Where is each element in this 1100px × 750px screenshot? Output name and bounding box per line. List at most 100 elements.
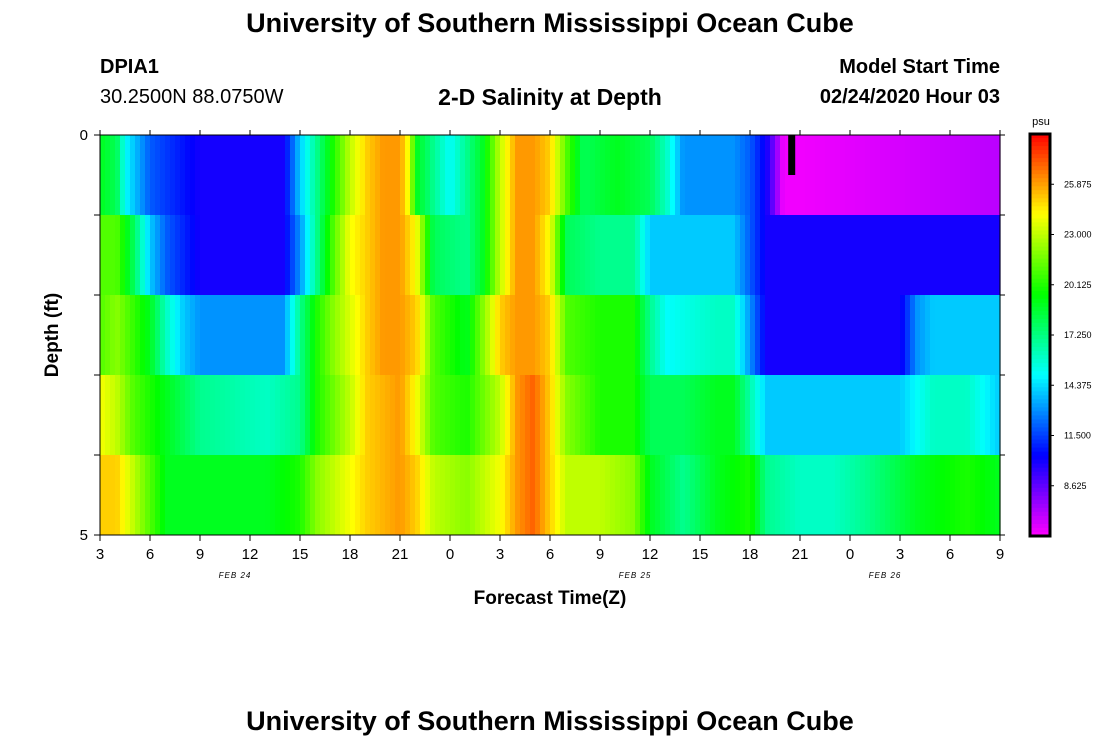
heatmap-cell	[785, 135, 791, 215]
colorbar-segment	[1030, 375, 1050, 380]
heatmap-cell	[385, 215, 391, 295]
heatmap-cell	[645, 375, 651, 455]
heatmap-cell	[810, 295, 816, 375]
heatmap-cell	[330, 375, 336, 455]
heatmap-cell	[395, 215, 401, 295]
heatmap-cell	[460, 375, 466, 455]
heatmap-cell	[120, 135, 126, 215]
heatmap-cell	[935, 135, 941, 215]
heatmap-cell	[575, 215, 581, 295]
heatmap-cell	[710, 135, 716, 215]
colorbar-segment	[1030, 511, 1050, 517]
heatmap-cell	[460, 135, 466, 215]
heatmap-cell	[775, 135, 781, 215]
heatmap-cell	[260, 215, 266, 295]
heatmap-cell	[705, 295, 711, 375]
heatmap-cell	[955, 295, 961, 375]
heatmap-cell	[505, 375, 511, 455]
heatmap-cell	[835, 295, 841, 375]
heatmap-cell	[775, 455, 781, 535]
colorbar-segment	[1030, 363, 1050, 368]
heatmap-cell	[145, 375, 151, 455]
heatmap-cell	[610, 375, 616, 455]
heatmap-markers	[788, 135, 796, 175]
heatmap-cell	[260, 455, 266, 535]
heatmap-cell	[785, 375, 791, 455]
heatmap-cell	[895, 295, 901, 375]
heatmap-cell	[530, 375, 536, 455]
heatmap-cell	[730, 215, 736, 295]
heatmap-cell	[430, 375, 436, 455]
heatmap-cell	[495, 135, 501, 215]
heatmap-cell	[730, 375, 736, 455]
heatmap-cell	[930, 215, 936, 295]
heatmap-cell	[890, 375, 896, 455]
y-axis: 05	[80, 127, 1005, 544]
heatmap-cell	[430, 295, 436, 375]
heatmap-cell	[830, 135, 836, 215]
heatmap-cell	[860, 135, 866, 215]
heatmap-cell	[710, 295, 716, 375]
heatmap-cell	[370, 215, 376, 295]
heatmap-cell	[585, 135, 591, 215]
heatmap-cell	[405, 375, 411, 455]
heatmap-cell	[455, 375, 461, 455]
heatmap-cell	[665, 295, 671, 375]
heatmap-cell	[180, 375, 186, 455]
heatmap-cell	[760, 375, 766, 455]
heatmap-cell	[880, 215, 886, 295]
heatmap-cell	[810, 375, 816, 455]
heatmap-cell	[325, 455, 331, 535]
heatmap-cell	[185, 295, 191, 375]
heatmap-cell	[310, 455, 316, 535]
heatmap-cell	[640, 375, 646, 455]
heatmap-cell	[615, 455, 621, 535]
heatmap-cell	[755, 135, 761, 215]
heatmap-cell	[490, 455, 496, 535]
colorbar-segment	[1030, 399, 1050, 404]
heatmap-cell	[225, 295, 231, 375]
heatmap-cell	[300, 215, 306, 295]
heatmap-cell	[105, 215, 111, 295]
heatmap-cell	[770, 135, 776, 215]
heatmap-cell	[410, 455, 416, 535]
heatmap-cell	[775, 295, 781, 375]
heatmap-cell	[800, 215, 806, 295]
heatmap-cell	[485, 215, 491, 295]
station-coordinates: 30.2500N 88.0750W	[100, 86, 284, 108]
colorbar-segment	[1030, 290, 1050, 296]
heatmap-cell	[575, 375, 581, 455]
heatmap-cell	[840, 215, 846, 295]
heatmap-cell	[910, 455, 916, 535]
heatmap-cell	[600, 295, 606, 375]
heatmap-cell	[280, 135, 286, 215]
heatmap-cell	[890, 135, 896, 215]
heatmap-cell	[365, 455, 371, 535]
heatmap-cell	[210, 455, 216, 535]
heatmap-cell	[115, 375, 121, 455]
heatmap-cell	[900, 135, 906, 215]
heatmap-cell	[940, 455, 946, 535]
heatmap-cell	[205, 295, 211, 375]
heatmap-cell	[260, 375, 266, 455]
colorbar-segment	[1030, 343, 1050, 348]
heatmap-cell	[390, 375, 396, 455]
heatmap-cell	[595, 375, 601, 455]
heatmap-cell	[305, 455, 311, 535]
heatmap-cell	[835, 215, 841, 295]
heatmap-cell	[640, 215, 646, 295]
heatmap-cell	[655, 375, 661, 455]
heatmap-cell	[815, 375, 821, 455]
heatmap-cell	[535, 295, 541, 375]
heatmap-cell	[335, 375, 341, 455]
heatmap-cell	[985, 455, 991, 535]
heatmap-cell	[870, 135, 876, 215]
colorbar-segment	[1030, 459, 1050, 465]
heatmap-cell	[895, 215, 901, 295]
heatmap-cell	[545, 455, 551, 535]
heatmap-cell	[165, 455, 171, 535]
heatmap-cell	[960, 375, 966, 455]
heatmap-cell	[750, 295, 756, 375]
heatmap-cell	[240, 455, 246, 535]
